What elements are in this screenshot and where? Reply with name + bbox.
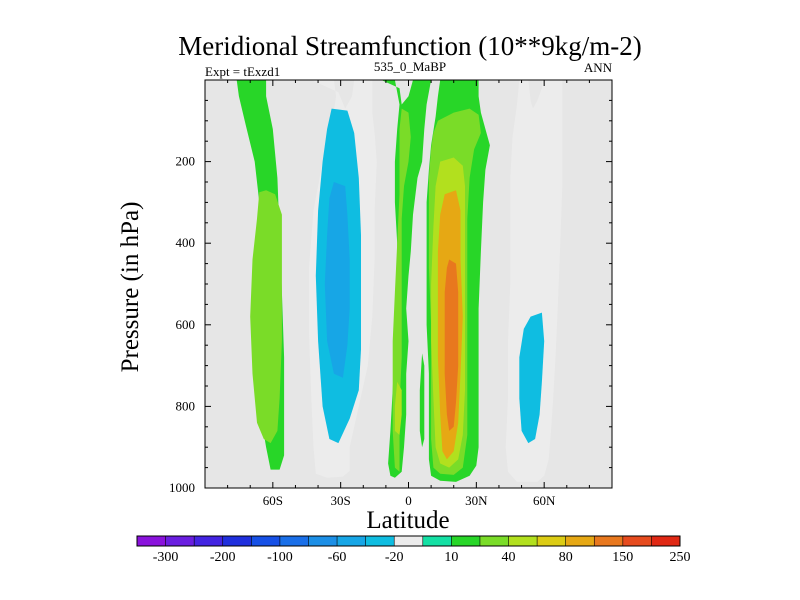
colorbar-swatch — [451, 536, 481, 546]
equatorial-sliver — [419, 353, 425, 448]
y-tick-label: 1000 — [169, 480, 195, 495]
colorbar-label: 80 — [559, 550, 573, 565]
colorbar-swatch — [337, 536, 366, 546]
tropical-sh-core — [392, 108, 411, 472]
time-label: 535_0_MaBP — [374, 59, 446, 74]
colorbar-swatch — [308, 536, 338, 546]
x-axis-label: Latitude — [366, 507, 449, 534]
axis-ticks — [204, 79, 613, 489]
colorbar-swatch — [479, 536, 509, 546]
y-axis-label: Pressure (in hPa) — [117, 202, 144, 373]
experiment-label: Expt = tExzd1 — [205, 64, 280, 79]
x-tick-label: 30N — [465, 493, 488, 508]
colorbar-swatch — [508, 536, 538, 546]
sh-polar-core — [250, 190, 282, 444]
colorbar-label: 150 — [612, 550, 633, 565]
colorbar-swatch — [594, 536, 624, 546]
colorbar-swatch — [165, 536, 195, 546]
colorbar-swatch — [222, 536, 252, 546]
colorbar-frame — [136, 535, 681, 547]
y-tick-label: 200 — [176, 154, 196, 169]
x-tick-label: 0 — [405, 493, 412, 508]
colorbar: -300 -200 -100 -60 -20 10 40 80 150 250 — [136, 535, 691, 565]
colorbar-swatch — [365, 536, 395, 546]
colorbar-label: 40 — [502, 550, 516, 565]
colorbar-label: -100 — [267, 550, 293, 565]
colorbar-swatch — [651, 536, 681, 546]
sh-ferrel-inner — [324, 182, 350, 378]
colorbar-label: 250 — [670, 550, 691, 565]
y-tick-label: 600 — [176, 317, 196, 332]
colorbar-label: -60 — [328, 550, 347, 565]
x-tick-label: 30S — [331, 493, 351, 508]
colorbar-label: -200 — [210, 550, 236, 565]
season-label: ANN — [584, 60, 613, 75]
colorbar-swatch — [565, 536, 595, 546]
colorbar-label: -20 — [385, 550, 404, 565]
colorbar-swatch — [422, 536, 452, 546]
colorbar-swatch — [622, 536, 652, 546]
colorbar-swatch — [537, 536, 566, 546]
axis-tick-labels: 60S 30S 0 30N 60N 200 400 600 800 1000 — [169, 154, 556, 508]
nh-ferrel-core — [519, 312, 545, 444]
contour-fills — [211, 80, 563, 482]
y-tick-label: 800 — [176, 398, 196, 413]
colorbar-swatch — [194, 536, 224, 546]
colorbar-swatch — [137, 536, 166, 546]
nh-hadley-120 — [444, 259, 459, 431]
colorbar-swatch — [251, 536, 281, 546]
y-tick-label: 400 — [176, 235, 196, 250]
tropical-sh-inner — [394, 381, 402, 435]
colorbar-label: -300 — [153, 550, 179, 565]
colorbar-swatch — [279, 536, 309, 546]
colorbar-label: 10 — [444, 550, 458, 565]
x-tick-label: 60S — [263, 493, 283, 508]
x-tick-label: 60N — [533, 493, 556, 508]
colorbar-swatch — [394, 536, 424, 546]
chart-title: Meridional Streamfunction (10**9kg/m-2) — [178, 31, 641, 61]
